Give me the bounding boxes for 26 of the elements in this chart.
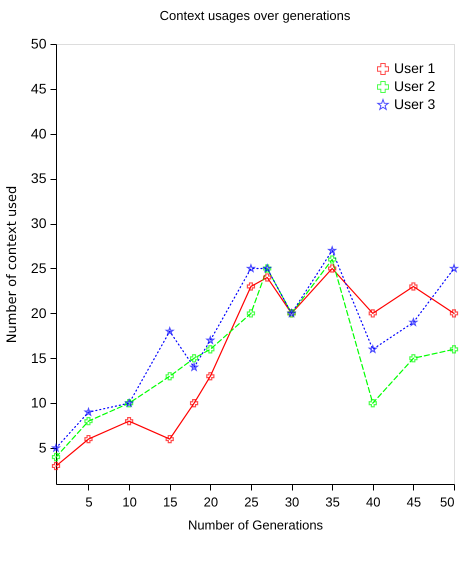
x-tick-label: 40 xyxy=(366,494,381,510)
y-tick-label: 50 xyxy=(30,36,47,52)
chart-title: Context usages over generations xyxy=(160,8,351,23)
y-tick-label: 15 xyxy=(30,350,47,366)
y-tick-label: 5 xyxy=(38,440,47,456)
x-tick-label: 30 xyxy=(284,494,300,510)
legend-label: User 3 xyxy=(394,96,436,112)
x-tick-label: 25 xyxy=(244,494,259,510)
y-axis-title: Number of context used xyxy=(4,186,20,344)
x-tick-label: 5 xyxy=(85,494,93,510)
x-tick-label: 10 xyxy=(122,494,137,510)
y-tick-label: 10 xyxy=(30,394,47,411)
y-tick-label: 45 xyxy=(30,80,47,96)
x-tick-label: 20 xyxy=(204,494,218,510)
legend-label: User 1 xyxy=(394,60,436,76)
x-tick-label: 45 xyxy=(406,494,422,510)
x-tick-label: 35 xyxy=(325,494,340,510)
y-tick-label: 35 xyxy=(30,170,47,186)
legend-label: User 2 xyxy=(394,78,436,94)
y-tick-label: 40 xyxy=(30,125,47,142)
y-tick-label: 20 xyxy=(30,304,47,321)
y-tick-label: 30 xyxy=(30,215,47,232)
x-axis-title: Number of Generations xyxy=(188,518,324,532)
x-tick-label: 15 xyxy=(162,494,178,510)
x-tick-label: 50 xyxy=(440,494,454,510)
y-tick-label: 25 xyxy=(30,260,47,276)
